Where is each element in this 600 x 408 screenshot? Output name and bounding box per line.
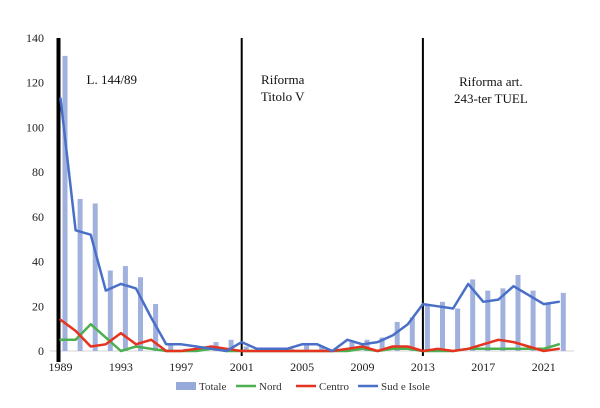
bar-totale-2011: [394, 321, 400, 351]
y-axis: 0 20 40 60 80 100 120 140: [26, 31, 44, 358]
annotations: L. 144/89 Riforma Titolo V Riforma art. 243-…: [87, 72, 528, 106]
bar-totale-2013: [424, 304, 430, 351]
bar-totale-1996: [168, 344, 174, 351]
legend-item: Sud e Isole: [358, 381, 430, 393]
bar-totale-2018: [500, 288, 506, 351]
legend-swatch-bar: [176, 382, 196, 390]
x-tick-label: 2021: [532, 360, 556, 374]
bar-totale-2020: [530, 290, 536, 351]
series-line-sud-e-isole: [59, 97, 561, 353]
x-tick-label: 1997: [169, 360, 193, 374]
bar-totale-1994: [138, 277, 143, 351]
annotation-label: L. 144/89: [87, 72, 138, 87]
bar-totale-2015: [455, 308, 461, 351]
x-tick-label: 2013: [411, 360, 435, 374]
y-tick-label: 0: [38, 344, 44, 358]
annotation-label: 243-ter TUEL: [454, 91, 528, 106]
y-tick-label: 80: [32, 165, 44, 179]
y-tick-label: 60: [32, 210, 44, 224]
y-tick-label: 120: [26, 76, 44, 90]
bar-totale-2012: [409, 317, 415, 351]
annotation-label: Titolo V: [261, 89, 305, 104]
x-tick-label: 2001: [230, 360, 254, 374]
legend-label: Nord: [259, 381, 282, 393]
legend-label: Sud e Isole: [381, 381, 430, 393]
bar-totale-1989: [62, 55, 68, 352]
annotation-label: Riforma: [261, 72, 305, 87]
bar-totale-2017: [485, 290, 491, 351]
y-tick-label: 20: [32, 299, 44, 313]
bar-totale-2005: [304, 344, 310, 351]
bar-totale-2021: [545, 304, 551, 351]
legend-item: Centro: [296, 381, 349, 393]
x-tick-label: 1993: [109, 360, 133, 374]
legend: Totale Nord Centro Sud e Isole: [176, 381, 430, 393]
bar-totale-1990: [77, 198, 83, 351]
series-lines: [59, 97, 561, 353]
bar-totale-2001: [243, 346, 249, 351]
legend-label: Totale: [199, 381, 226, 393]
x-tick-label: 1989: [49, 360, 73, 374]
bar-totale-2022: [560, 292, 566, 351]
x-tick-label: 2017: [471, 360, 495, 374]
bar-totale-2016: [470, 279, 476, 351]
bar-totale-2010: [379, 337, 385, 351]
bar-totale-1991: [92, 203, 98, 351]
bar-totale-2000: [228, 339, 234, 351]
bar-totale-2008: [349, 342, 355, 351]
bar-totale-1993: [122, 266, 128, 351]
annotation-label: Riforma art.: [459, 74, 523, 89]
x-tick-label: 2005: [290, 360, 314, 374]
bar-totale-1992: [107, 270, 113, 351]
y-tick-label: 40: [32, 255, 44, 269]
series-line-nord: [59, 322, 561, 353]
series-line-centro: [59, 318, 561, 353]
x-tick-label: 2009: [351, 360, 375, 374]
x-axis: 1989 1993 1997 2001 2005 2009 2013 2017 2021: [49, 350, 574, 374]
legend-label: Centro: [319, 381, 349, 393]
legend-item: Totale: [176, 381, 226, 393]
bar-totale-2014: [440, 301, 445, 351]
bar-totale-2009: [364, 339, 370, 351]
bar-totale-2019: [515, 274, 521, 351]
y-tick-label: 100: [26, 120, 44, 134]
y-tick-label: 140: [26, 31, 44, 45]
legend-item: Nord: [236, 381, 282, 393]
bar-totale-2006: [319, 346, 325, 351]
